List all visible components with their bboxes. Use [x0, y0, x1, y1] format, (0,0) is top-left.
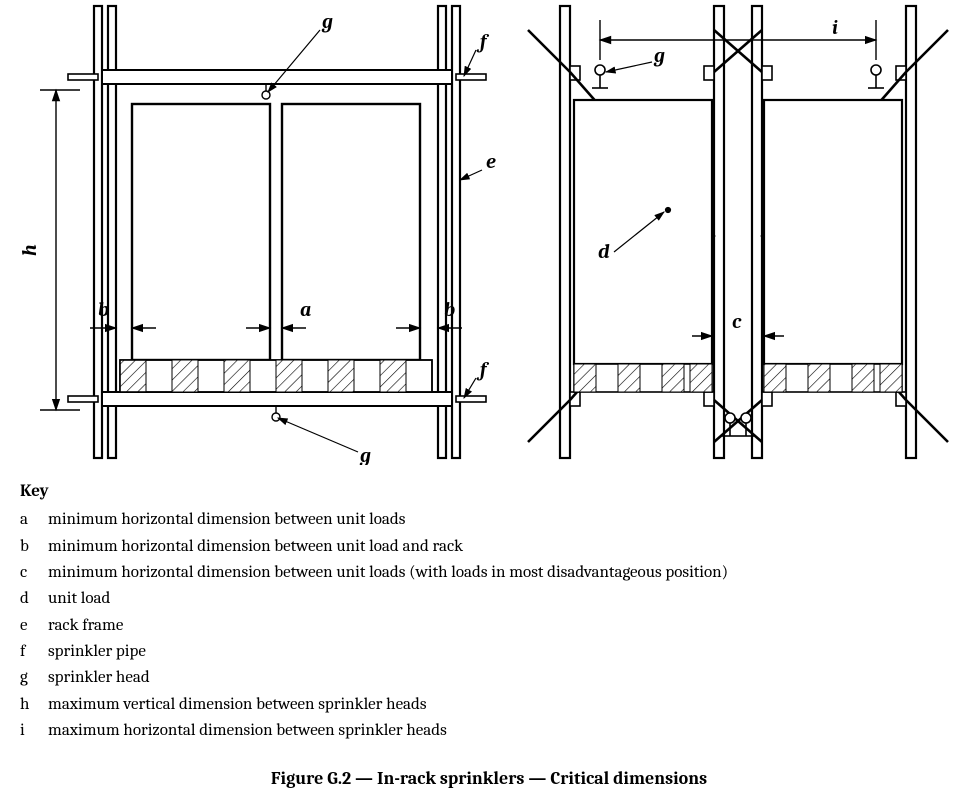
label-b-right: b [444, 298, 455, 321]
callout-g-r [606, 62, 652, 72]
label-b-left: b [98, 298, 109, 321]
dim-h [40, 90, 80, 410]
key-text: maximum vertical dimension between sprin… [48, 692, 738, 718]
right-elevation-panel: i c g d [518, 0, 958, 465]
pallet [120, 360, 432, 392]
left-elevation-svg: h b a b [20, 0, 500, 465]
key-letter: g [20, 665, 48, 691]
key-letter: b [20, 534, 48, 560]
key-row: bminimum horizontal dimension between un… [20, 534, 738, 560]
key-text: unit load [48, 586, 738, 612]
key-row: cminimum horizontal dimension between un… [20, 560, 738, 586]
key-row: gsprinkler head [20, 665, 738, 691]
key-letter: d [20, 586, 48, 612]
key-letter: i [20, 718, 48, 744]
unit-loads [132, 104, 420, 360]
key-letter: c [20, 560, 48, 586]
key-row: aminimum horizontal dimension between un… [20, 507, 738, 533]
key-text: minimum horizontal dimension between uni… [48, 534, 738, 560]
label-f-bot: f [476, 358, 490, 381]
key-letter: f [20, 639, 48, 665]
key-row: imaximum horizontal dimension between sp… [20, 718, 738, 744]
key-text: maximum horizontal dimension between spr… [48, 718, 738, 744]
key-row: erack frame [20, 613, 738, 639]
page: h b a b [0, 0, 978, 809]
pipes [68, 74, 486, 402]
label-f-top: f [476, 30, 490, 53]
key-letter: h [20, 692, 48, 718]
key-text: minimum horizontal dimension between uni… [48, 507, 738, 533]
figure-caption: Figure G.2 — In-rack sprinklers — Critic… [20, 768, 958, 789]
label-i: i [832, 16, 838, 39]
label-g-bot: g [359, 444, 371, 465]
right-elevation-svg: i c g d [518, 0, 958, 465]
key-letter: e [20, 613, 48, 639]
left-elevation-panel: h b a b [20, 0, 500, 465]
label-d: d [598, 240, 610, 263]
label-g-r: g [653, 44, 665, 67]
key-block: Key aminimum horizontal dimension betwee… [20, 479, 958, 744]
key-text: rack frame [48, 613, 738, 639]
key-heading: Key [20, 479, 958, 505]
key-text: sprinkler pipe [48, 639, 738, 665]
label-e: e [486, 150, 496, 173]
key-row: dunit load [20, 586, 738, 612]
key-letter: a [20, 507, 48, 533]
key-text: minimum horizontal dimension between uni… [48, 560, 738, 586]
key-table: aminimum horizontal dimension between un… [20, 507, 738, 744]
pallets-r [574, 364, 902, 392]
key-row: hmaximum vertical dimension between spri… [20, 692, 738, 718]
label-a: a [300, 298, 311, 321]
key-row: fsprinkler pipe [20, 639, 738, 665]
key-text: sprinkler head [48, 665, 738, 691]
label-h: h [20, 244, 41, 256]
figure-row: h b a b [20, 0, 958, 465]
label-c: c [732, 310, 742, 333]
label-g-top: g [321, 10, 333, 33]
